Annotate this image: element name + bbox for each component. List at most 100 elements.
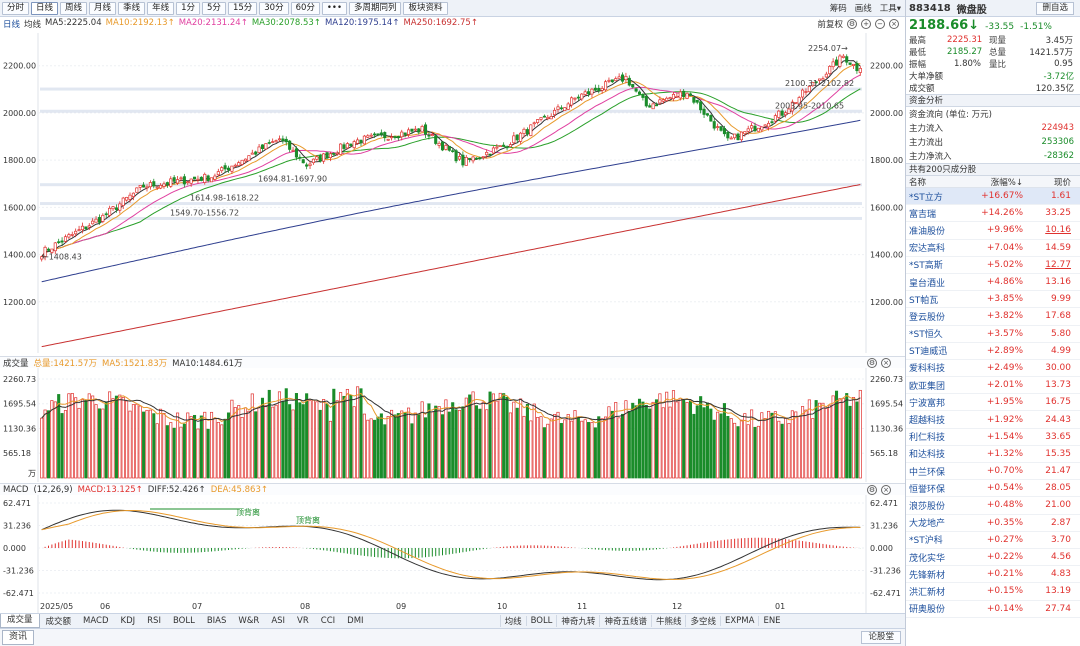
constituent-name[interactable]: ST帕瓦 (909, 295, 939, 306)
period-button-8[interactable]: 15分 (227, 1, 258, 15)
constituent-name[interactable]: 宏达高科 (909, 244, 946, 255)
indicator-tab-1[interactable]: 成交额 (45, 617, 72, 627)
settings-icon[interactable]: ⚙ (847, 19, 857, 29)
overlay-tab-7[interactable]: ENE (758, 616, 784, 626)
constituent-name[interactable]: 富吉瑞 (909, 209, 937, 220)
indicator-tab-5[interactable]: BOLL (172, 616, 195, 626)
constituent-name[interactable]: 登云股份 (909, 312, 946, 323)
indicator-tab-0[interactable]: 成交量 (0, 614, 40, 628)
constituent-row[interactable]: 大龙地产 +0.35% 2.87 (906, 515, 1080, 532)
constituent-name[interactable]: 洪汇新材 (909, 587, 946, 598)
constituent-row[interactable]: 爱科科技 +2.49% 30.00 (906, 360, 1080, 378)
col-change[interactable]: 涨幅%↓ (990, 177, 1023, 188)
remove-watchlist-button[interactable]: 删自选 (1036, 2, 1074, 15)
constituent-row[interactable]: *ST立方 +16.67% 1.61 (906, 188, 1080, 206)
toolbar-tool-2[interactable]: 工具▾ (879, 4, 901, 14)
period-button-9[interactable]: 30分 (259, 1, 289, 15)
constituent-row[interactable]: 浪莎股份 +0.48% 21.00 (906, 497, 1080, 515)
overlay-tab-1[interactable]: BOLL (525, 616, 557, 626)
constituent-name[interactable]: 茂化实华 (909, 553, 946, 564)
period-button-4[interactable]: 季线 (118, 1, 146, 15)
constituent-name[interactable]: 利仁科技 (909, 433, 946, 444)
constituent-row[interactable]: 宏达高科 +7.04% 14.59 (906, 240, 1080, 257)
zoom-out-icon[interactable]: − (875, 19, 885, 29)
indicator-tab-2[interactable]: MACD (83, 616, 109, 626)
constituent-name[interactable]: 爱科科技 (909, 364, 946, 375)
constituent-row[interactable]: *ST沪科 +0.27% 3.70 (906, 532, 1080, 549)
close-icon[interactable]: × (881, 358, 891, 368)
constituent-name[interactable]: 准油股份 (909, 226, 946, 237)
constituent-row[interactable]: 中兰环保 +0.70% 21.47 (906, 463, 1080, 481)
constituent-name[interactable]: *ST沪科 (909, 536, 943, 547)
period-button-10[interactable]: 60分 (290, 1, 320, 15)
indicator-tab-4[interactable]: RSI (147, 616, 161, 626)
constituent-row[interactable]: *ST恒久 +3.57% 5.80 (906, 326, 1080, 343)
constituent-row[interactable]: 研奥股份 +0.14% 27.74 (906, 601, 1080, 618)
period-button-1[interactable]: 日线 (31, 1, 59, 15)
indicator-tab-3[interactable]: KDJ (120, 616, 136, 626)
period-button-7[interactable]: 5分 (202, 1, 226, 15)
constituent-row[interactable]: 宁波富邦 +1.95% 16.75 (906, 394, 1080, 412)
macd-chart[interactable]: 62.471 62.471 31.236 31.236 0.000 0.000 -31.23… (0, 495, 905, 613)
constituent-name[interactable]: *ST恒久 (909, 330, 943, 341)
period-button-6[interactable]: 1分 (176, 1, 201, 15)
period-button-13[interactable]: 板块资料 (403, 1, 448, 15)
indicator-tab-8[interactable]: ASI (271, 616, 286, 626)
constituent-name[interactable]: 浪莎股份 (909, 501, 946, 512)
constituent-row[interactable]: 富吉瑞 +14.26% 33.25 (906, 205, 1080, 223)
volume-chart[interactable]: 2260.73 2260.73 1695.54 1695.54 1130.36 1130.… (0, 368, 905, 482)
indicator-tab-11[interactable]: DMI (347, 616, 364, 626)
constituent-row[interactable]: 茂化实华 +0.22% 4.56 (906, 549, 1080, 567)
restore-mode[interactable]: 前复权 (817, 20, 843, 30)
constituent-row[interactable]: ST迪威迅 +2.89% 4.99 (906, 343, 1080, 360)
constituent-name[interactable]: 皇台酒业 (909, 278, 946, 289)
period-button-2[interactable]: 周线 (60, 1, 88, 15)
constituent-name[interactable]: 大龙地产 (909, 519, 946, 530)
constituent-name[interactable]: 欧亚集团 (909, 381, 946, 392)
settings-icon[interactable]: ⚙ (867, 485, 877, 495)
constituent-row[interactable]: ST帕瓦 +3.85% 9.99 (906, 291, 1080, 309)
overlay-tab-6[interactable]: EXPMA (719, 616, 758, 626)
news-tab[interactable]: 资讯 (2, 630, 35, 645)
settings-icon[interactable]: ⚙ (867, 358, 877, 368)
period-button-3[interactable]: 月线 (89, 1, 117, 15)
indicator-tab-6[interactable]: BIAS (206, 616, 227, 626)
overlay-tab-5[interactable]: 多空线 (685, 615, 720, 627)
constituent-row[interactable]: 利仁科技 +1.54% 33.65 (906, 429, 1080, 446)
period-button-0[interactable]: 分时 (2, 1, 30, 15)
candlestick-chart[interactable]: 2200.00 2200.00 2000.00 2000.00 1800.00 1800.… (0, 31, 905, 356)
indicator-tab-7[interactable]: W&R (238, 616, 260, 626)
constituent-row[interactable]: 皇台酒业 +4.86% 13.16 (906, 274, 1080, 292)
close-icon[interactable]: × (889, 19, 899, 29)
close-icon[interactable]: × (881, 485, 891, 495)
constituent-row[interactable]: 准油股份 +9.96% 10.16 (906, 222, 1080, 240)
constituent-row[interactable]: 先锋新材 +0.21% 4.83 (906, 566, 1080, 584)
constituent-row[interactable]: 和达科技 +1.32% 15.35 (906, 446, 1080, 463)
period-button-11[interactable]: ••• (321, 1, 347, 15)
constituent-row[interactable]: *ST高斯 +5.02% 12.77 (906, 257, 1080, 274)
period-button-5[interactable]: 年线 (147, 1, 175, 15)
constituent-name[interactable]: 恒誉环保 (909, 484, 946, 495)
constituent-name[interactable]: 研奥股份 (909, 605, 946, 616)
constituent-name[interactable]: 宁波富邦 (909, 398, 946, 409)
col-price[interactable]: 现价 (1053, 177, 1071, 188)
zoom-in-icon[interactable]: + (861, 19, 871, 29)
forum-button[interactable]: 论股堂 (861, 631, 901, 644)
constituent-name[interactable]: *ST高斯 (909, 261, 943, 272)
overlay-tab-3[interactable]: 神奇五线谱 (599, 615, 651, 627)
constituent-row[interactable]: 登云股份 +3.82% 17.68 (906, 308, 1080, 326)
constituent-name[interactable]: 先锋新材 (909, 570, 946, 581)
constituent-row[interactable]: 超越科技 +1.92% 24.43 (906, 411, 1080, 429)
period-button-12[interactable]: 多周期同列 (348, 1, 402, 15)
constituent-row[interactable]: 欧亚集团 +2.01% 13.73 (906, 377, 1080, 395)
overlay-tab-2[interactable]: 神奇九转 (556, 615, 599, 627)
toolbar-tool-1[interactable]: 画线 (854, 4, 872, 14)
constituent-name[interactable]: ST迪威迅 (909, 347, 948, 358)
overlay-tab-4[interactable]: 牛熊线 (650, 615, 686, 627)
indicator-tab-10[interactable]: CCI (320, 616, 336, 626)
toolbar-tool-0[interactable]: 筹码 (829, 4, 847, 14)
constituent-row[interactable]: 恒誉环保 +0.54% 28.05 (906, 480, 1080, 498)
col-name[interactable]: 名称 (909, 177, 927, 188)
constituent-name[interactable]: *ST立方 (909, 192, 943, 203)
constituent-name[interactable]: 超越科技 (909, 416, 946, 427)
